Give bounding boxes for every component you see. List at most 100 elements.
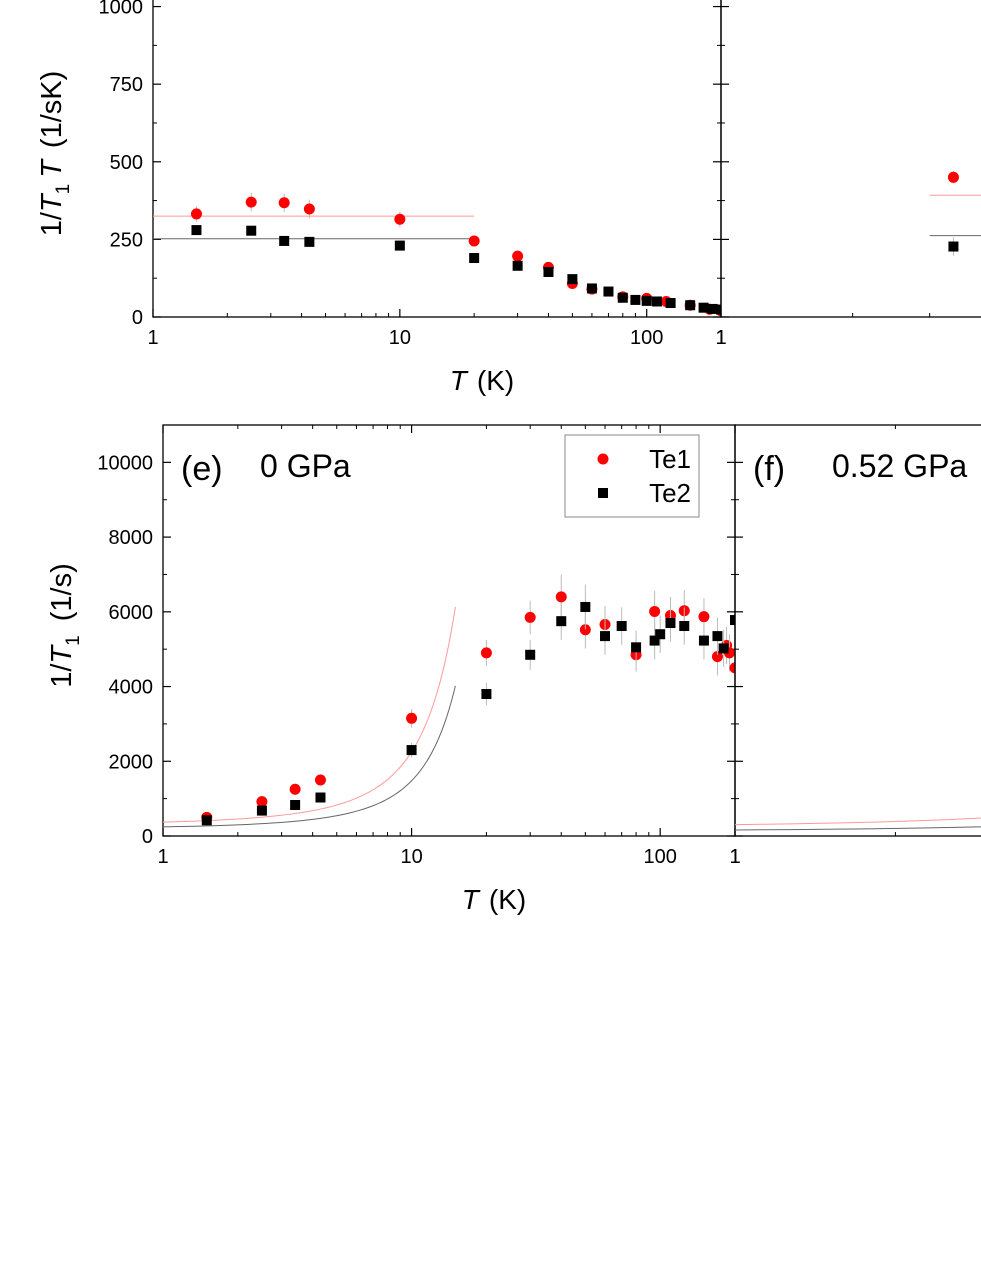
y-tick-label: 2000 [109, 751, 154, 773]
te2-data-point [718, 643, 729, 654]
te1-data-point [947, 171, 959, 183]
te2-data-point [730, 615, 735, 626]
te2-data-point [556, 616, 567, 627]
te2-data-point [191, 225, 202, 236]
pressure-label: 0 GPa [260, 448, 351, 484]
legend-marker-te2 [598, 488, 608, 498]
te1-data-point [579, 624, 591, 636]
x-tick-label: 10 [400, 846, 422, 868]
te2-data-point [394, 240, 405, 251]
y-tick-label: 6000 [109, 602, 154, 624]
te2-data-point [649, 635, 660, 646]
legend-marker-te1 [597, 453, 609, 465]
te1-data-point [314, 774, 326, 786]
y-tick-label: 0 [132, 307, 143, 329]
te2-data-point [580, 601, 591, 612]
te2-data-point [698, 635, 709, 646]
te2-data-point [616, 621, 627, 632]
x-tick-label: 1 [147, 327, 158, 349]
te2-data-point [256, 805, 267, 816]
te2-data-point [630, 294, 641, 305]
te2-data-point [315, 792, 326, 803]
te2-data-point [731, 306, 741, 316]
x-tick-label: 1 [729, 846, 740, 868]
te1-data-point [256, 796, 268, 808]
legend-box [564, 434, 700, 518]
te2-data-point [707, 303, 718, 314]
pressure-label: 0.52 GPa [832, 448, 967, 484]
te1-data-point [555, 591, 567, 603]
te2-data-point [617, 292, 628, 303]
te1-fit-line [735, 817, 981, 826]
te2-data-point [665, 298, 676, 309]
x-tick-label: 1 [715, 327, 726, 349]
x-axis-label: T (K) [462, 884, 526, 915]
y-tick-label: 8000 [109, 527, 154, 549]
te1-data-point [190, 208, 202, 220]
panel-label: (e) [181, 450, 223, 488]
te2-data-point [290, 799, 301, 810]
te2-data-point [712, 631, 723, 642]
te2-data-point [651, 296, 662, 307]
legend-label-te2: Te2 [649, 478, 691, 508]
te2-fit-line [163, 685, 456, 828]
te2-data-point [512, 260, 523, 271]
y-tick-label: 250 [110, 229, 143, 251]
te2-data-point [736, 307, 746, 317]
te2-data-point [481, 689, 492, 700]
te2-data-point [246, 225, 257, 236]
te2-data-point [600, 631, 611, 642]
te1-data-point [278, 197, 290, 209]
te1-data-point [524, 611, 536, 623]
te2-data-point [603, 286, 614, 297]
te2-data-point [406, 745, 417, 756]
te1-data-point [289, 783, 301, 795]
te1-data-point [406, 712, 418, 724]
plot-frame [152, 0, 722, 318]
te1-data-point [394, 213, 406, 225]
panel-f-0-52-gpa: 110(f)0.52 GPa [729, 424, 981, 868]
te2-data-point [567, 274, 578, 285]
panel-label: (f) [753, 450, 785, 488]
y-tick-label: 10000 [97, 452, 153, 474]
te1-data-point [245, 196, 257, 208]
te1-data-point [649, 605, 661, 617]
y-tick-label: 1000 [99, 0, 144, 19]
te1-data-point [480, 647, 492, 659]
te1-data-point [303, 203, 315, 215]
te2-data-point [641, 295, 652, 306]
te2-data-point [724, 306, 734, 316]
te2-fit-line [735, 826, 981, 831]
te2-data-point [631, 642, 642, 653]
y-tick-label: 750 [110, 74, 143, 96]
te2-data-point [948, 241, 959, 252]
plot-frame [720, 0, 981, 318]
y-axis-label: 1/T1(1/s) [46, 563, 84, 687]
x-axis-label: T (K) [450, 365, 514, 396]
te2-data-point [716, 304, 721, 315]
plot-frame [734, 424, 981, 837]
x-tick-label: 1 [157, 846, 168, 868]
x-tick-label: 1 [715, 327, 726, 349]
te1-data-point [468, 235, 480, 247]
te2-data-point [679, 621, 690, 632]
te1-data-point [512, 250, 524, 262]
x-tick-label: 100 [643, 846, 676, 868]
y-tick-label: 4000 [109, 677, 154, 699]
te1-data-point [711, 651, 723, 663]
te2-data-point [586, 283, 597, 294]
te2-data-point [279, 235, 290, 246]
x-tick-label: 100 [630, 327, 663, 349]
te2-data-point [201, 815, 212, 826]
legend-label-te1: Te1 [649, 444, 691, 474]
y-tick-label: 0 [142, 826, 153, 848]
te1-data-point [698, 611, 710, 623]
x-tick-label: 1 [729, 846, 740, 868]
te2-data-point [469, 253, 480, 264]
y-tick-label: 500 [110, 152, 143, 174]
te2-data-point [304, 236, 315, 247]
te2-data-point [698, 302, 709, 313]
